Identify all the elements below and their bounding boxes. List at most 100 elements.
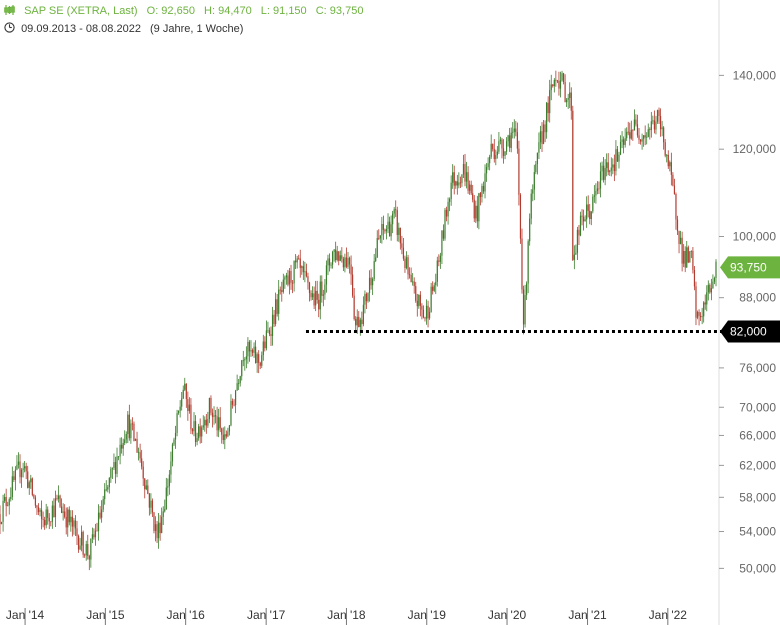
time-tick-label: Jan '14 [6, 608, 45, 622]
candle [194, 415, 197, 447]
candle [693, 265, 696, 291]
candle [164, 499, 166, 513]
candle [179, 400, 181, 418]
candle [689, 251, 691, 263]
candle [412, 273, 414, 286]
candle [31, 477, 33, 497]
candle [416, 293, 418, 317]
candle [578, 224, 580, 246]
candle [219, 407, 221, 433]
candle [44, 516, 46, 530]
candle [455, 180, 457, 189]
candle [630, 120, 632, 140]
candle [576, 226, 579, 260]
candle [56, 494, 58, 501]
candle [395, 200, 397, 217]
candle [487, 157, 489, 170]
candle [282, 273, 284, 294]
candle [218, 408, 220, 438]
candle [310, 290, 312, 301]
candle [302, 260, 304, 280]
candle [122, 438, 124, 456]
candle [490, 134, 492, 159]
time-tick-label: Jan '16 [166, 608, 205, 622]
candle [87, 534, 89, 560]
candle [36, 504, 38, 516]
candle [712, 274, 714, 289]
candle [20, 468, 23, 488]
candle [25, 462, 27, 480]
candle [667, 150, 669, 169]
candle [270, 326, 272, 346]
candle [710, 278, 712, 301]
candle [550, 74, 552, 101]
candle [34, 495, 37, 509]
candle [325, 260, 328, 293]
candle [291, 279, 294, 294]
candlestick-series [0, 70, 717, 571]
candle [715, 259, 717, 287]
candle [187, 391, 189, 421]
candle [496, 146, 498, 159]
candle [652, 115, 654, 125]
candle [324, 279, 326, 300]
candle [422, 305, 425, 319]
candle [507, 134, 509, 147]
candle [535, 160, 537, 175]
candle [24, 461, 26, 473]
candle [336, 245, 338, 262]
candle [124, 430, 126, 446]
candle [285, 272, 287, 285]
candle [296, 255, 298, 269]
candle [638, 127, 640, 144]
candle [142, 461, 144, 486]
candle [176, 409, 178, 437]
candle [555, 70, 557, 87]
candle [79, 537, 81, 551]
candle [572, 105, 574, 261]
candle [178, 410, 180, 415]
candle [459, 176, 461, 189]
candle [10, 487, 12, 502]
candlestick-icon[interactable] [4, 5, 15, 15]
candle [641, 133, 643, 150]
candle [623, 136, 625, 154]
candle [368, 270, 371, 302]
candle [372, 277, 374, 296]
candle [382, 215, 385, 240]
clock-icon[interactable] [4, 22, 15, 33]
candle [666, 154, 668, 163]
candle [633, 109, 635, 131]
candle [393, 207, 395, 219]
candle [230, 394, 232, 427]
candle [621, 131, 623, 149]
candle [464, 154, 466, 187]
candle [22, 462, 24, 478]
candle [367, 292, 369, 303]
price-axis: 140,000 120,000 100,000 88,000 76,000 70,000 6… [719, 68, 776, 575]
candle [128, 404, 130, 441]
candle [709, 283, 711, 294]
candle [139, 443, 141, 463]
candle [362, 296, 364, 327]
candle [589, 204, 591, 225]
candle [518, 140, 520, 206]
candle [353, 288, 355, 321]
candle [413, 277, 415, 294]
candle [669, 160, 671, 172]
candle [686, 241, 688, 268]
candle [561, 70, 563, 82]
candle [93, 528, 95, 540]
candle [136, 431, 138, 453]
candle [586, 196, 588, 228]
candle [147, 479, 149, 495]
candle [430, 282, 432, 313]
candle [293, 260, 295, 292]
candle [322, 289, 324, 307]
candle [299, 249, 301, 278]
candle [519, 193, 522, 244]
candle [365, 292, 368, 310]
candle [281, 281, 283, 302]
candle [596, 181, 599, 195]
